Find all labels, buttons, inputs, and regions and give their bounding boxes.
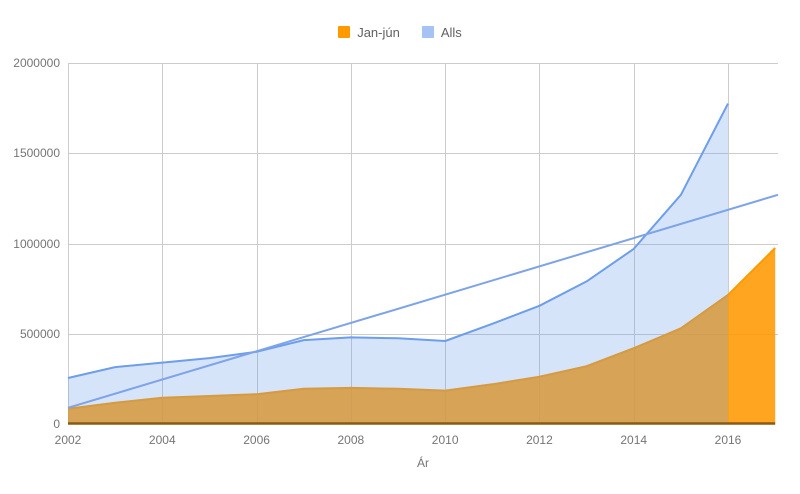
legend-item-jan-jun[interactable]: Jan-jún <box>338 25 400 40</box>
y-axis-tick-label: 1000000 <box>13 236 60 251</box>
chart-legend: Jan-jún Alls <box>0 24 800 40</box>
series-line-jan-jun <box>67 247 776 410</box>
x-axis-tick-label: 2006 <box>243 433 270 447</box>
y-axis-tick-label: 1500000 <box>13 146 60 161</box>
x-axis-tick-label: 2008 <box>337 433 365 447</box>
x-axis-tick-label: 2012 <box>526 433 553 447</box>
series-area-alls <box>68 103 728 424</box>
legend-swatch-alls <box>421 26 434 38</box>
y-axis-tick-label: 0 <box>53 417 60 431</box>
y-axis-tick-label: 2000000 <box>13 56 60 70</box>
y-axis-tick-label: 500000 <box>19 326 60 341</box>
legend-item-alls[interactable]: Alls <box>421 24 462 40</box>
x-axis-tick-label: 2014 <box>620 433 648 447</box>
x-axis-tick-label: 2016 <box>714 433 742 447</box>
x-axis-tick-label: 2010 <box>431 433 459 447</box>
series-line-alls <box>67 103 729 379</box>
legend-label-alls: Alls <box>440 24 462 40</box>
x-axis-tick-label: 2002 <box>54 433 82 447</box>
series-area-jan-jun <box>68 248 776 424</box>
trendline-alls <box>67 193 779 409</box>
legend-label-jan-jun: Jan-jún <box>357 24 400 40</box>
x-axis-title: Ár <box>417 456 429 470</box>
legend-swatch-jan-jun <box>338 26 351 38</box>
x-axis-tick-label: 2004 <box>148 433 176 447</box>
